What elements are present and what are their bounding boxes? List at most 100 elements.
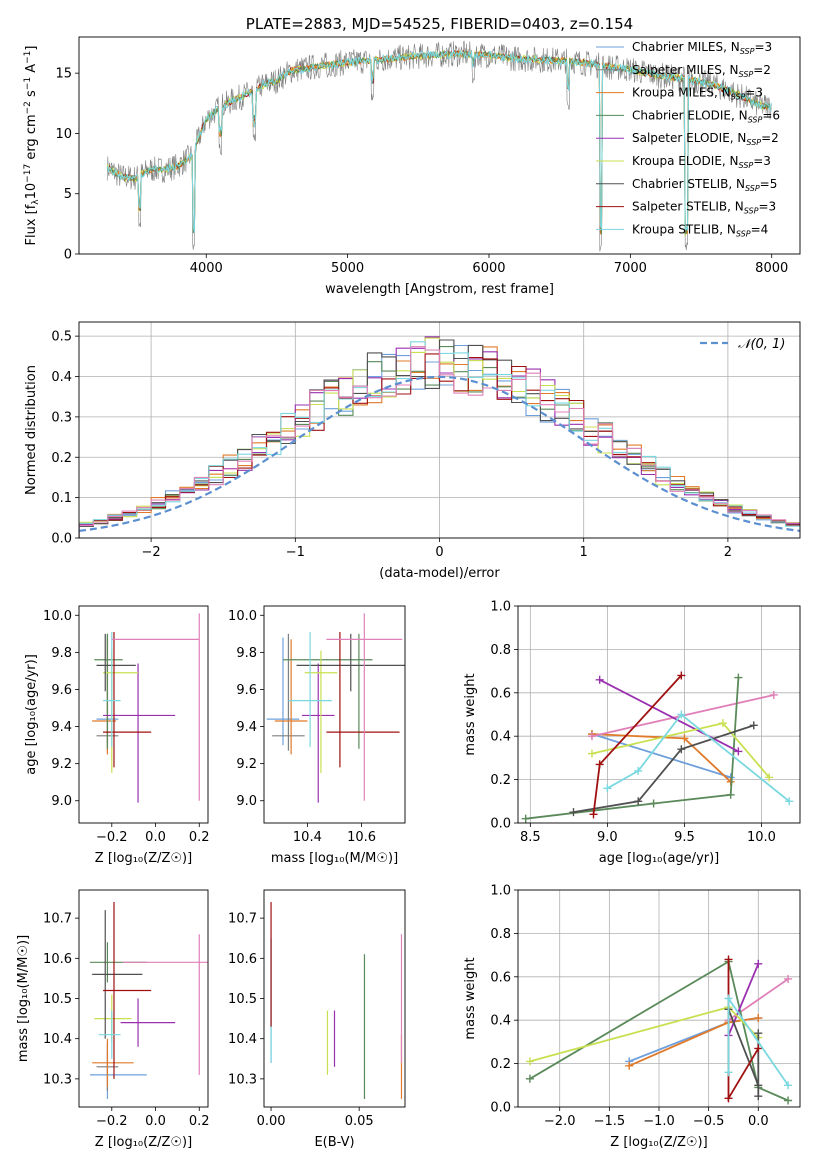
- x-tick-label: −1: [286, 545, 305, 560]
- y-label-part: Flux [f: [24, 204, 39, 245]
- y-axis-label: mass weight: [463, 673, 478, 755]
- legend-entry: Chabrier MILES, NSSP=3: [632, 40, 772, 56]
- legend-tail: =6: [762, 108, 780, 122]
- x-tick-label: −1.0: [643, 1114, 675, 1129]
- weight-marker: [769, 690, 778, 699]
- y-tick-label: 9.0: [236, 794, 257, 809]
- panel-age_vs_mass: 10.4 10.6 9.0 9.2 9.4 9.6 9.8 10.0 mass [log₁₀(M…: [228, 605, 406, 866]
- weight-marker: [749, 721, 758, 730]
- weight-marker: [724, 994, 733, 1003]
- plot-area: [92, 613, 200, 803]
- x-axis-label: E(B-V): [314, 1135, 354, 1150]
- axes-frame: [78, 321, 801, 539]
- legend-sub: SSP: [736, 229, 751, 238]
- y-label-part: erg cm: [24, 114, 39, 163]
- weight-marker: [525, 1074, 534, 1083]
- x-tick-label: 10.6: [347, 830, 376, 845]
- x-tick-label: 0.0: [145, 1114, 166, 1129]
- y-axis-label: Flux [fλ10−17 erg cm−2 s−1 A−1]: [23, 46, 41, 246]
- legend-sub: SSP: [731, 93, 746, 102]
- legend-name: Chabrier STELIB, N: [632, 177, 745, 191]
- legend-tail: =2: [761, 131, 779, 145]
- y-tick-label: 10.6: [43, 952, 72, 967]
- weight-marker: [724, 1094, 733, 1103]
- y-tick-label: 9.0: [51, 794, 72, 809]
- weight-line: [529, 1006, 759, 1063]
- y-tick-label: 9.6: [51, 683, 72, 698]
- y-tick-label: 0.1: [51, 491, 72, 506]
- y-label-part: −1: [23, 77, 33, 90]
- histogram-series: [79, 346, 800, 538]
- weight-marker: [734, 747, 743, 756]
- weight-marker: [649, 799, 658, 808]
- legend-entry: Salpeter ELODIE, NSSP=2: [632, 131, 779, 147]
- y-tick-label: 0.2: [490, 1057, 511, 1072]
- x-axis-label: (data-model)/error: [379, 566, 500, 581]
- y-tick-label: 0.2: [490, 773, 511, 788]
- x-axis-label: Z [log₁₀(Z/Z☉)]: [95, 851, 192, 866]
- axes-frame: [78, 605, 209, 824]
- x-tick-label: 4000: [190, 261, 223, 276]
- axes-frame: [517, 605, 801, 824]
- y-tick-label: 0: [64, 248, 72, 263]
- panel-weight_vs_Z: −2.0 −1.5 −1.0 −0.5 0.0 0.0 0.2 0.4 0.6 0.8 1.0 Z […: [463, 884, 801, 1150]
- plot-area: [266, 613, 405, 803]
- weight-marker: [677, 671, 686, 680]
- weight-line: [628, 1017, 759, 1067]
- plot-area: [518, 606, 800, 823]
- legend-sub: SSP: [744, 207, 759, 216]
- legend-name: Kroupa MILES, N: [632, 86, 731, 100]
- plot-area: [79, 322, 800, 538]
- legend-entry: Kroupa STELIB, NSSP=4: [632, 222, 768, 238]
- y-tick-label: 1.0: [490, 600, 511, 615]
- weight-line: [606, 713, 790, 803]
- x-tick-label: 6000: [472, 261, 505, 276]
- x-tick-label: 0.0: [748, 1114, 769, 1129]
- y-tick-label: 9.6: [236, 683, 257, 698]
- y-tick-label: 0.5: [51, 330, 72, 345]
- y-tick-label: 10.4: [228, 1032, 257, 1047]
- weight-line: [529, 960, 789, 1102]
- y-tick-label: 10.0: [43, 609, 72, 624]
- y-axis-label: Normed distribution: [24, 365, 39, 495]
- weight-marker: [718, 719, 727, 728]
- weight-line: [727, 1009, 760, 1097]
- axes-frame: [263, 889, 406, 1108]
- legend-tail: =3: [745, 86, 763, 100]
- y-tick-label: 9.4: [236, 720, 257, 735]
- y-label-part: λ: [31, 199, 41, 205]
- y-tick-label: 0.6: [490, 970, 511, 985]
- weight-marker: [754, 1029, 763, 1038]
- y-tick-label: 0.4: [490, 730, 511, 745]
- weight-marker: [569, 808, 578, 817]
- legend-entry: Chabrier STELIB, NSSP=5: [632, 177, 777, 193]
- y-tick-label: 0.6: [490, 686, 511, 701]
- legend-sub: SSP: [740, 47, 755, 56]
- legend-entry: Salpeter STELIB, NSSP=3: [632, 200, 776, 216]
- legend-name: Salpeter MILES, N: [632, 63, 739, 77]
- plot-area: [518, 890, 800, 1107]
- panel-age_vs_Z: −0.2 0.0 0.2 9.0 9.2 9.4 9.6 9.8 10.0 Z [log₁₀(Z/…: [24, 605, 210, 866]
- y-axis-label: age [log₁₀(age/yr)]: [24, 654, 39, 775]
- weight-marker: [677, 710, 686, 719]
- x-tick-label: −0.2: [96, 1114, 128, 1129]
- weight-marker: [724, 1068, 733, 1077]
- weight-marker: [595, 675, 604, 684]
- y-tick-label: 1.0: [490, 884, 511, 899]
- legend-name: Kroupa STELIB, N: [632, 222, 736, 236]
- x-tick-label: 8000: [755, 261, 788, 276]
- y-tick-label: 0.8: [490, 927, 511, 942]
- y-label-part: ]: [24, 46, 39, 51]
- y-axis-label: mass weight: [463, 957, 478, 1039]
- y-tick-label: 10.5: [228, 992, 257, 1007]
- legend-entry: Chabrier ELODIE, NSSP=6: [632, 108, 780, 124]
- legend-sub: SSP: [739, 161, 754, 170]
- weight-marker: [754, 1081, 763, 1090]
- weight-marker: [724, 955, 733, 964]
- x-tick-label: 0: [435, 545, 443, 560]
- y-axis-label: mass [log₁₀(M/M☉)]: [16, 935, 31, 1062]
- weight-line: [591, 733, 731, 779]
- x-tick-label: −2.0: [544, 1114, 576, 1129]
- weight-line: [573, 724, 755, 813]
- weight-line: [525, 677, 740, 820]
